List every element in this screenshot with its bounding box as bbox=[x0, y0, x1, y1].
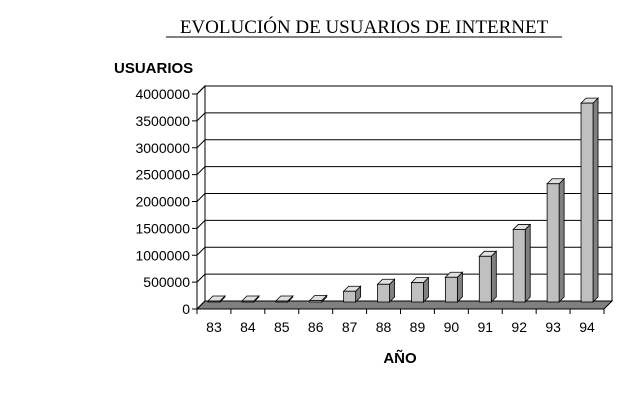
x-tick-label: 83 bbox=[206, 319, 222, 335]
x-tick-label: 89 bbox=[410, 319, 426, 335]
y-tick-label: 1000000 bbox=[135, 247, 190, 263]
bar bbox=[580, 102, 594, 303]
bar bbox=[512, 229, 526, 303]
chart-title: EVOLUCIÓN DE USUARIOS DE INTERNET bbox=[180, 16, 549, 38]
y-gridline bbox=[196, 246, 612, 256]
y-gridline bbox=[196, 139, 612, 149]
x-tick-label: 87 bbox=[342, 319, 358, 335]
bar bbox=[411, 282, 424, 303]
plot-area: 0 500000 1000000 1500000 2000000 2500000 30000… bbox=[135, 84, 614, 335]
bar bbox=[377, 283, 390, 303]
bar bbox=[241, 300, 255, 303]
bar-side bbox=[592, 97, 599, 303]
y-gridline bbox=[196, 193, 612, 202]
y-axis-title: USUARIOS bbox=[114, 60, 193, 77]
y-tick-label: 4000000 bbox=[135, 86, 190, 102]
x-tick-label: 93 bbox=[545, 319, 561, 335]
bar bbox=[275, 300, 289, 303]
bar bbox=[546, 183, 560, 303]
bar bbox=[478, 255, 492, 303]
x-tick-label: 92 bbox=[511, 319, 527, 335]
bar-side bbox=[524, 223, 531, 303]
y-tick-label: 2500000 bbox=[135, 167, 190, 183]
bar bbox=[444, 276, 458, 303]
y-tick-label: 3000000 bbox=[135, 140, 190, 156]
bar-side bbox=[558, 177, 565, 303]
y-gridline bbox=[196, 219, 612, 229]
y-tick-label: 2000000 bbox=[135, 194, 190, 210]
y-tick-label: 3500000 bbox=[135, 113, 190, 129]
x-tick-label: 94 bbox=[579, 319, 595, 335]
x-tick-label: 90 bbox=[444, 319, 460, 335]
bar bbox=[343, 290, 357, 303]
x-tick-label: 86 bbox=[308, 319, 324, 335]
x-axis-title: AÑO bbox=[383, 349, 417, 367]
y-gridline bbox=[196, 166, 612, 175]
y-gridline bbox=[196, 273, 612, 283]
bar bbox=[309, 300, 323, 303]
x-tick-label: 91 bbox=[478, 319, 494, 335]
bar bbox=[207, 300, 221, 303]
x-tick-label: 84 bbox=[240, 319, 256, 335]
y-gridline bbox=[196, 112, 612, 122]
y-gridline bbox=[196, 85, 612, 95]
y-tick-label: 1500000 bbox=[135, 220, 190, 236]
y-tick-label: 500000 bbox=[143, 274, 190, 290]
x-tick-label: 88 bbox=[376, 319, 392, 335]
bar-side bbox=[490, 250, 497, 303]
y-tick-label: 0 bbox=[182, 301, 190, 317]
x-tick-label: 85 bbox=[274, 319, 290, 335]
